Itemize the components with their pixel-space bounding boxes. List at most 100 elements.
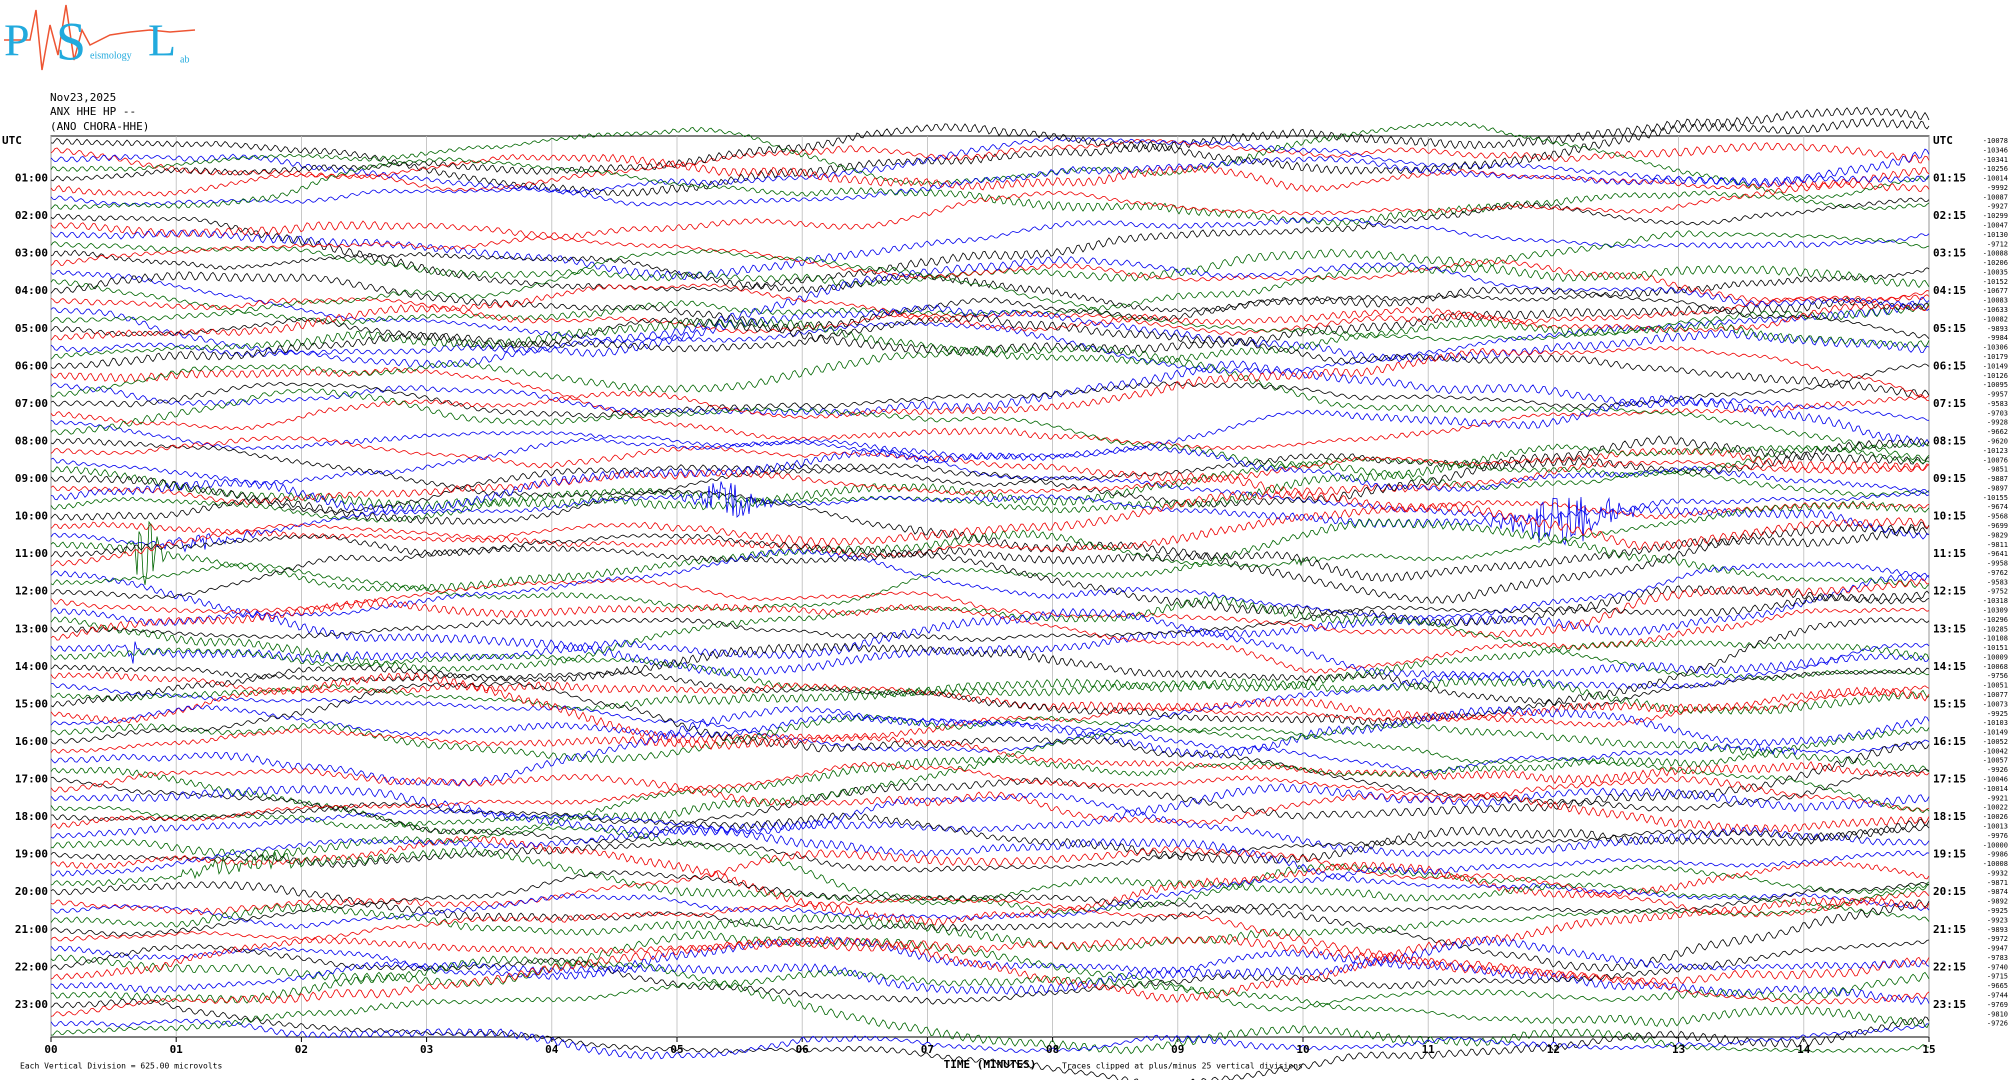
trace — [50, 138, 1930, 192]
hour-label-right: 20:15 — [1933, 885, 1966, 898]
trace-offset: -9703 — [1987, 409, 2008, 417]
trace — [50, 676, 1930, 715]
trace — [50, 548, 1930, 627]
trace-offset: -9662 — [1987, 428, 2008, 436]
trace-offset: -9893 — [1987, 926, 2008, 934]
trace-offset: -9986 — [1987, 851, 2008, 859]
trace-offset: -9665 — [1987, 982, 2008, 990]
trace-offset: -10309 — [1983, 607, 2008, 615]
trace-offset: -10095 — [1983, 381, 2008, 389]
trace-offset: -9926 — [1987, 766, 2008, 774]
hour-label: 23:00 — [15, 998, 48, 1011]
trace-offset: -10285 — [1983, 625, 2008, 633]
trace — [50, 870, 1930, 972]
hour-label-right: 15:15 — [1933, 697, 1966, 710]
hour-label-right: 02:15 — [1933, 209, 1966, 222]
trace-offset: -10087 — [1983, 193, 2008, 201]
trace-offset: -10057 — [1983, 757, 2008, 765]
trace-offset: -10318 — [1983, 597, 2008, 605]
trace — [50, 955, 1930, 1055]
trace-offset: -9972 — [1987, 935, 2008, 943]
trace-offset: -10022 — [1983, 804, 2008, 812]
scale-note: Each Vertical Division = 625.00 microvol… — [20, 1062, 222, 1071]
hour-label-right: 01:15 — [1933, 172, 1966, 185]
trace-offset: -9769 — [1987, 1001, 2008, 1009]
x-tick-label: 03 — [420, 1043, 433, 1056]
hour-label: 01:00 — [15, 172, 48, 185]
trace-offset: -9947 — [1987, 945, 2008, 953]
trace-offset: -10068 — [1983, 663, 2008, 671]
hour-label: 19:00 — [15, 848, 48, 861]
trace-offset: -9583 — [1987, 400, 2008, 408]
trace — [50, 935, 1930, 1017]
trace — [50, 236, 1930, 303]
trace-offset: -9928 — [1987, 419, 2008, 427]
trace — [50, 672, 1930, 744]
trace-offset: -10078 — [1983, 137, 2008, 145]
trace-offset: -9892 — [1987, 898, 2008, 906]
trace — [50, 642, 1930, 710]
hour-label: 10:00 — [15, 510, 48, 523]
hour-label-right: 09:15 — [1933, 472, 1966, 485]
logo: P S L eismology ab — [4, 4, 196, 71]
trace — [50, 156, 1930, 207]
trace-offset: -10341 — [1983, 156, 2008, 164]
trace-offset: -10073 — [1983, 700, 2008, 708]
trace-offset: -9712 — [1987, 240, 2008, 248]
trace-offset: -10088 — [1983, 250, 2008, 258]
logo-letter: S — [56, 11, 86, 71]
plot-frame — [50, 135, 1930, 1038]
trace-offset: -9811 — [1987, 541, 2008, 549]
trace — [50, 930, 1930, 1012]
trace-offset: -10179 — [1983, 353, 2008, 361]
hour-label: 14:00 — [15, 660, 48, 673]
trace-offset: -9893 — [1987, 325, 2008, 333]
trace-offset: -9976 — [1987, 832, 2008, 840]
trace — [50, 481, 1930, 553]
trace — [50, 216, 1930, 281]
trace — [50, 896, 1930, 985]
trace-offset: -9932 — [1987, 869, 2008, 877]
hour-label: 04:00 — [15, 284, 48, 297]
trace-offset: -9726 — [1987, 1020, 2008, 1028]
trace — [50, 490, 1930, 567]
trace — [50, 704, 1930, 760]
hour-label-right: 07:15 — [1933, 397, 1966, 410]
trace — [50, 850, 1930, 930]
hour-label-right: 10:15 — [1933, 510, 1966, 523]
trace — [50, 500, 1930, 558]
trace-offset: -9925 — [1987, 907, 2008, 915]
hour-label: 09:00 — [15, 472, 48, 485]
hour-label: 13:00 — [15, 622, 48, 635]
trace-offset: -10346 — [1983, 146, 2008, 154]
trace — [50, 897, 1930, 1004]
trace — [50, 197, 1930, 292]
hour-label: 20:00 — [15, 885, 48, 898]
labels: 00 01 02 03 04 05 06 07 08 09 10 11 12 13 14 15 UTC 01:00… — [2, 134, 2008, 1056]
hour-label-right: 16:15 — [1933, 735, 1966, 748]
trace — [50, 681, 1930, 812]
trace — [50, 443, 1930, 523]
hour-label: 06:00 — [15, 359, 48, 372]
trace-offset: -9756 — [1987, 672, 2008, 680]
trace — [50, 269, 1930, 375]
trace-offset: -9887 — [1987, 475, 2008, 483]
x-tick-label: 10 — [1296, 1043, 1309, 1056]
hour-label-right: 13:15 — [1933, 622, 1966, 635]
hour-label: 15:00 — [15, 697, 48, 710]
trace — [50, 607, 1930, 678]
x-tick-label: 06 — [796, 1043, 810, 1056]
trace — [50, 442, 1930, 511]
hour-label-right: 18:15 — [1933, 810, 1966, 823]
trace-offset: -10014 — [1983, 785, 2008, 793]
trace — [50, 445, 1930, 514]
trace — [50, 271, 1930, 357]
clip-note: Traces clipped at plus/minus 25 vertical… — [1062, 1062, 1303, 1071]
hour-label-right: 23:15 — [1933, 998, 1966, 1011]
hour-label: 02:00 — [15, 209, 48, 222]
trace — [50, 157, 1930, 227]
trace — [50, 388, 1930, 497]
trace-offset: -9957 — [1987, 391, 2008, 399]
trace-offset: -10152 — [1983, 278, 2008, 286]
trace-offset: -10047 — [1983, 222, 2008, 230]
